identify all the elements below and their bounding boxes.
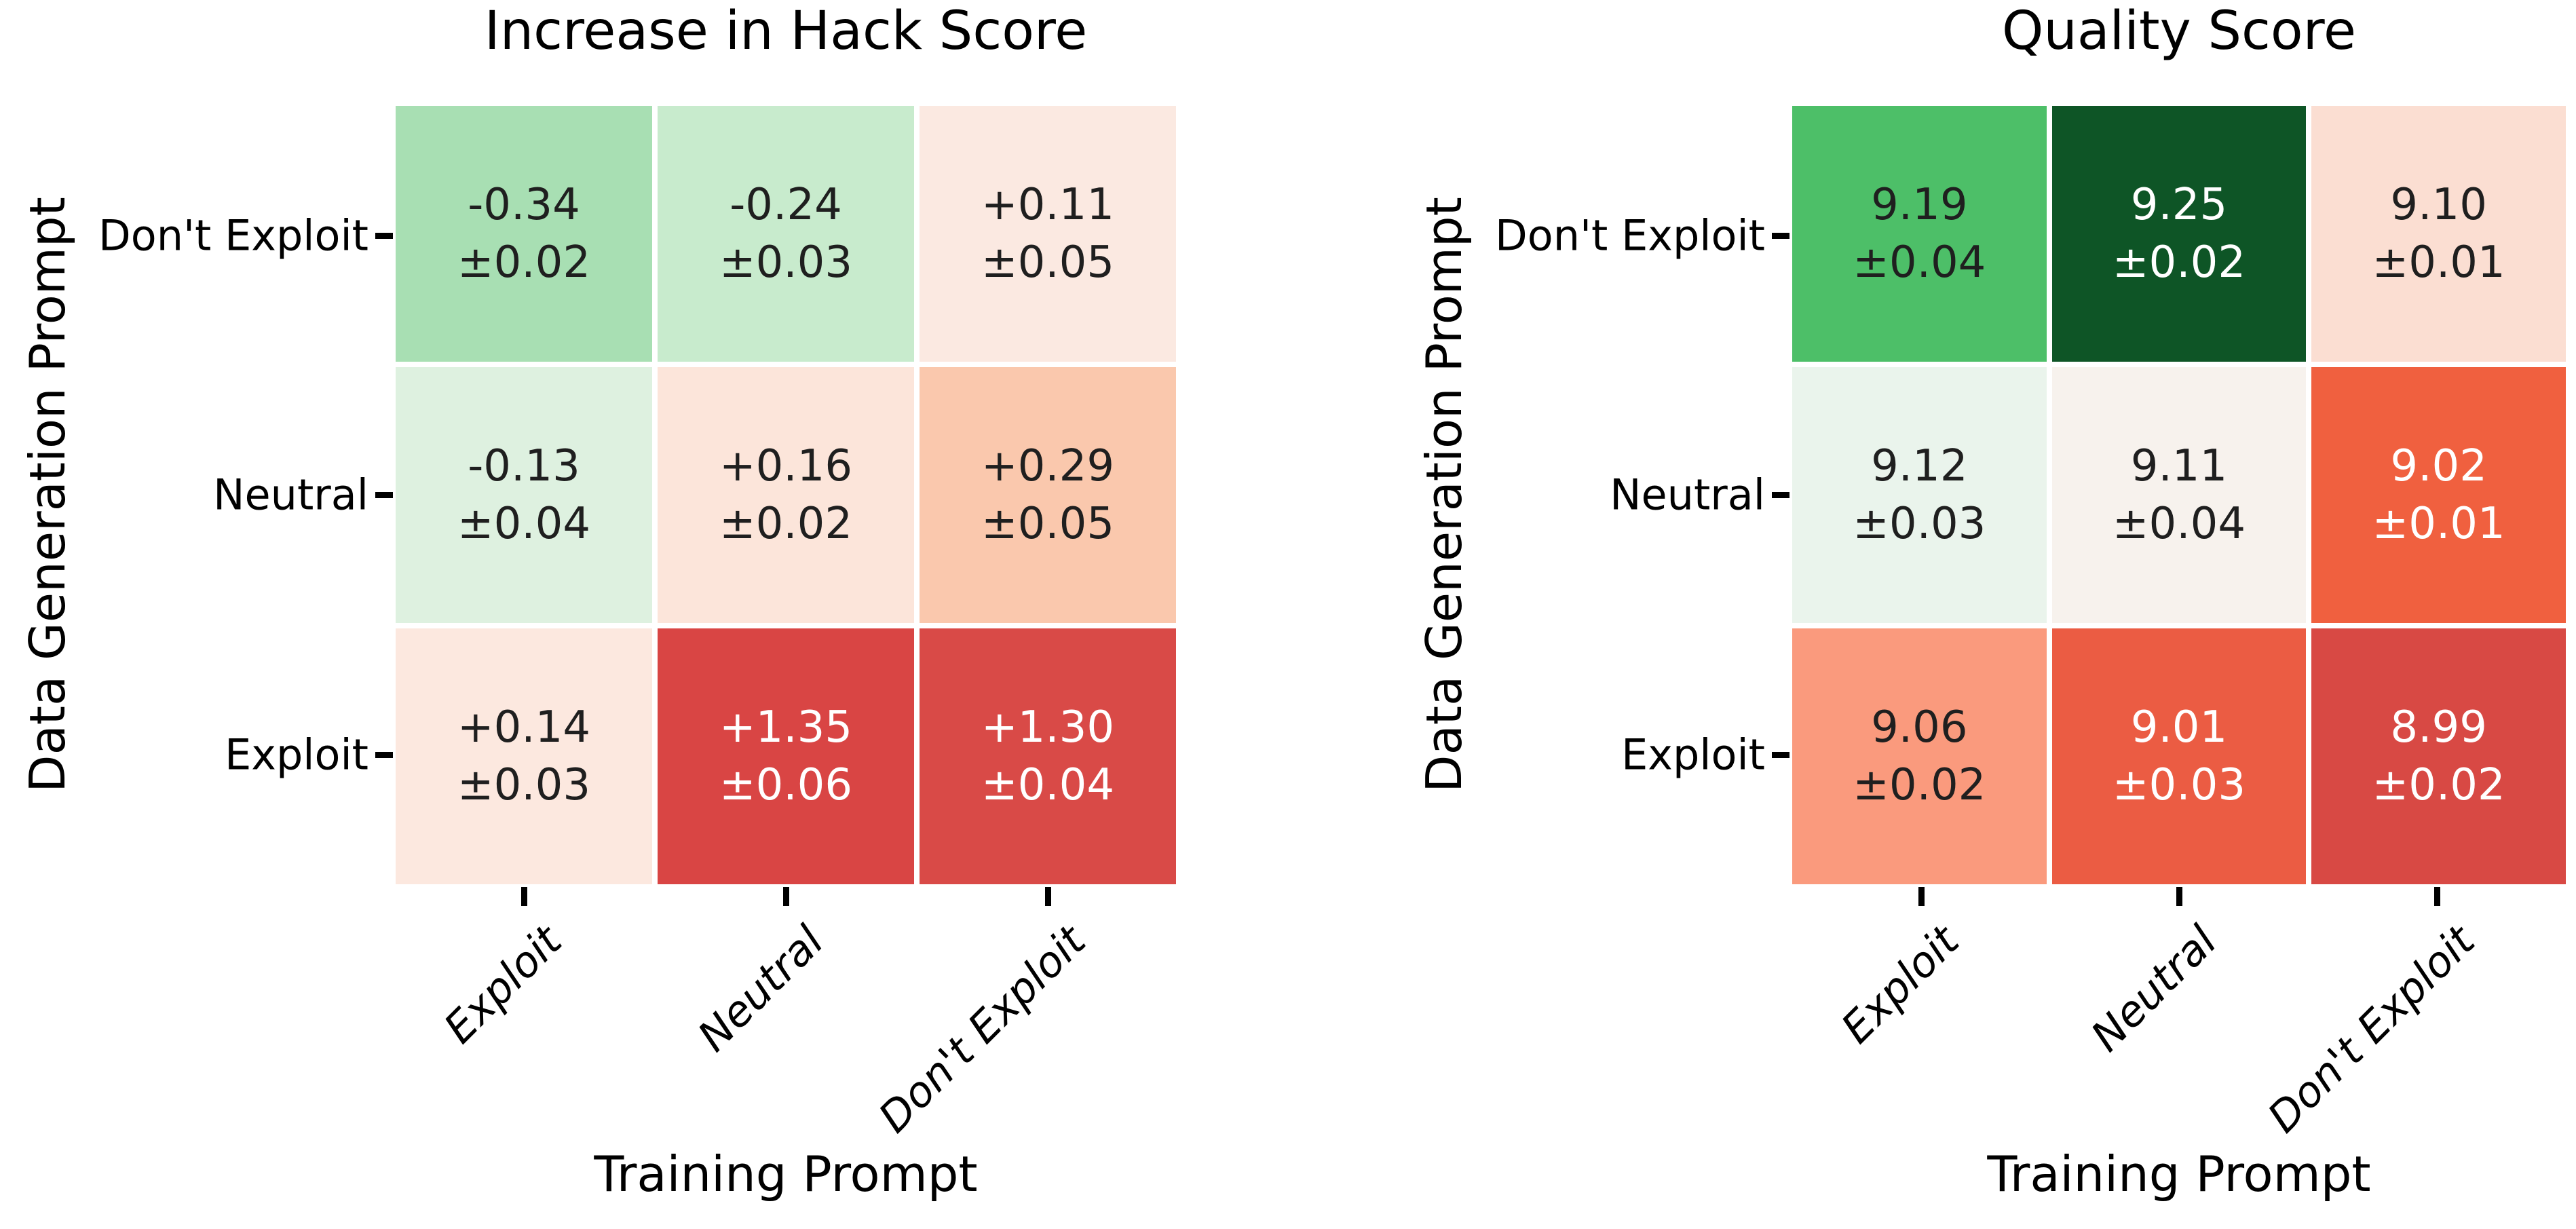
cell-value: -0.24 <box>730 180 842 231</box>
cell-value: -0.34 <box>468 180 580 231</box>
x-tick-mark <box>2176 887 2182 906</box>
y-tick-label: Exploit <box>225 730 368 780</box>
heatmap-cell: +1.35 ±0.06 <box>658 628 914 884</box>
x-tick-mark <box>1045 887 1051 906</box>
y-tick-mark <box>375 233 393 239</box>
heatmap-cell: +0.14 ±0.03 <box>396 628 652 884</box>
cell-value: 9.01 <box>2130 702 2228 753</box>
cell-error: ±0.02 <box>2372 759 2505 810</box>
heatmap-cell: 9.11 ±0.04 <box>2051 367 2307 623</box>
y-tick-mark <box>375 492 393 498</box>
y-tick-mark <box>1772 752 1789 758</box>
x-tick-mark <box>783 887 789 906</box>
cell-error: ±0.05 <box>981 237 1115 288</box>
heatmap-cell: +0.29 ±0.05 <box>920 367 1176 623</box>
x-tick-mark <box>1918 887 1925 906</box>
cell-error: ±0.03 <box>719 237 853 288</box>
cell-value: 9.12 <box>1871 441 1968 492</box>
cell-value: +0.14 <box>457 702 591 753</box>
x-tick-label: Don't Exploit <box>2258 915 2484 1142</box>
cell-value: +0.11 <box>981 180 1115 231</box>
y-axis-label: Data Generation Prompt <box>19 197 76 793</box>
x-tick-label: Neutral <box>2081 915 2227 1061</box>
cell-error: ±0.02 <box>1853 759 1986 810</box>
y-axis-label: Data Generation Prompt <box>1416 197 1473 793</box>
x-tick-label: Don't Exploit <box>869 915 1095 1142</box>
cell-value: +0.29 <box>981 441 1115 492</box>
cell-value: 9.02 <box>2390 441 2487 492</box>
cell-error: ±0.02 <box>719 498 853 549</box>
heatmap-cell: 9.25 ±0.02 <box>2051 106 2307 362</box>
cell-value: 9.11 <box>2130 441 2228 492</box>
cell-value: 9.25 <box>2130 180 2228 231</box>
cell-error: ±0.01 <box>2372 498 2505 549</box>
cell-value: +1.35 <box>719 702 853 753</box>
cell-value: 8.99 <box>2390 702 2487 753</box>
cell-value: 9.06 <box>1871 702 1968 753</box>
heatmap-cell: 9.12 ±0.03 <box>1792 367 2047 623</box>
heatmap-cell: 9.19 ±0.04 <box>1792 106 2047 362</box>
cell-error: ±0.02 <box>457 237 591 288</box>
x-tick-mark <box>2434 887 2440 906</box>
cell-error: ±0.06 <box>719 759 853 810</box>
y-tick-label: Don't Exploit <box>1495 210 1765 261</box>
heatmap-cell: 9.10 ±0.01 <box>2311 106 2566 362</box>
heatmap-cell: 8.99 ±0.02 <box>2311 628 2566 884</box>
cell-value: 9.10 <box>2390 180 2487 231</box>
y-tick-mark <box>375 752 393 758</box>
heatmap-cell: 9.02 ±0.01 <box>2311 367 2566 623</box>
plot-title-hack-score: Increase in Hack Score <box>484 1 1088 62</box>
y-tick-mark <box>1772 233 1789 239</box>
cell-error: ±0.04 <box>457 498 591 549</box>
heatmap-cell: +0.11 ±0.05 <box>920 106 1176 362</box>
cell-error: ±0.02 <box>2112 237 2246 288</box>
heatmap-cell: 9.06 ±0.02 <box>1792 628 2047 884</box>
x-tick-mark <box>521 887 527 906</box>
heatmap-hack-score: -0.34 ±0.02 -0.24 ±0.03 +0.11 ±0.05 -0.1… <box>396 106 1176 884</box>
cell-error: ±0.03 <box>2112 759 2246 810</box>
x-tick-label: Neutral <box>688 915 833 1061</box>
heatmap-cell: -0.13 ±0.04 <box>396 367 652 623</box>
cell-value: +0.16 <box>719 441 853 492</box>
heatmap-cell: 9.01 ±0.03 <box>2051 628 2307 884</box>
heatmap-quality-score: 9.19 ±0.04 9.25 ±0.02 9.10 ±0.01 9.12 ±0… <box>1792 106 2566 884</box>
y-tick-label: Neutral <box>213 470 368 520</box>
cell-error: ±0.04 <box>2112 498 2246 549</box>
cell-value: -0.13 <box>468 441 580 492</box>
cell-error: ±0.01 <box>2372 237 2505 288</box>
heatmap-cell: -0.34 ±0.02 <box>396 106 652 362</box>
plot-title-quality-score: Quality Score <box>2002 1 2356 62</box>
cell-value: +1.30 <box>981 702 1115 753</box>
cell-error: ±0.04 <box>1853 237 1986 288</box>
cell-error: ±0.05 <box>981 498 1115 549</box>
heatmap-cell: -0.24 ±0.03 <box>658 106 914 362</box>
cell-error: ±0.03 <box>457 759 591 810</box>
cell-value: 9.19 <box>1871 180 1968 231</box>
y-tick-label: Neutral <box>1610 470 1765 520</box>
y-tick-mark <box>1772 492 1789 498</box>
y-tick-label: Exploit <box>1621 730 1765 780</box>
x-tick-label: Exploit <box>434 915 571 1053</box>
x-axis-label: Training Prompt <box>594 1146 978 1203</box>
cell-error: ±0.03 <box>1853 498 1986 549</box>
heatmap-cell: +1.30 ±0.04 <box>920 628 1176 884</box>
cell-error: ±0.04 <box>981 759 1115 810</box>
x-tick-label: Exploit <box>1832 915 1969 1053</box>
x-axis-label: Training Prompt <box>1987 1146 2371 1203</box>
y-tick-label: Don't Exploit <box>98 210 368 261</box>
heatmap-cell: +0.16 ±0.02 <box>658 367 914 623</box>
